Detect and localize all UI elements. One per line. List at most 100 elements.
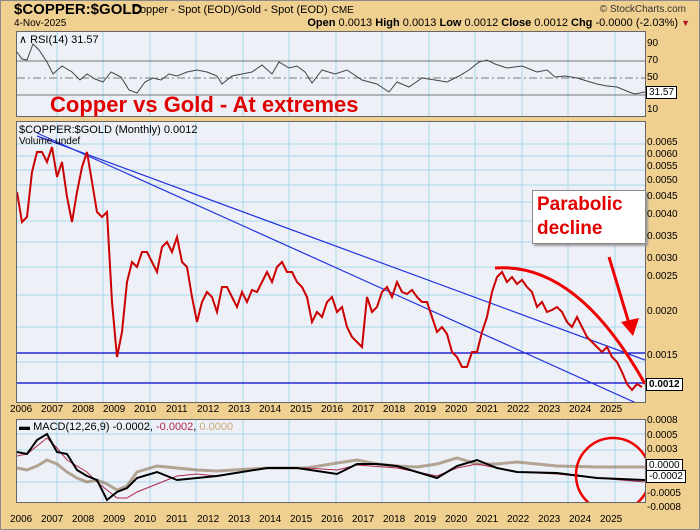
macd-label: MACD(12,26,9)	[33, 421, 110, 433]
symbol-description: Copper - Spot (EOD)/Gold - Spot (EOD) CME	[132, 4, 354, 16]
rsi-axis-10: 10	[647, 104, 659, 115]
macd-line-icon: ▬	[19, 421, 30, 433]
x-tick: 2014	[259, 404, 282, 415]
x-tick: 2013	[228, 514, 251, 525]
x-tick: 2007	[41, 404, 64, 415]
macd-legend: ▬ MACD(12,26,9) -0.0002, -0.0002, 0.0000	[19, 421, 234, 433]
x-tick: 2017	[352, 514, 375, 525]
x-tick: 2009	[103, 514, 126, 525]
rsi-label: ∧ RSI(14) 31.57	[19, 33, 99, 46]
price-axis-0050: 0.0050	[647, 175, 678, 186]
copyright: © StockCharts.com	[599, 4, 686, 15]
price-axis-0060: 0.0060	[647, 149, 678, 160]
rsi-axis-50: 50	[647, 72, 659, 83]
x-tick: 2023	[538, 404, 561, 415]
open-value: 0.0013	[338, 17, 373, 29]
price-label: $COPPER:$GOLD (Monthly) 0.0012	[19, 124, 198, 136]
price-last-box: 0.0012	[646, 378, 683, 391]
high-value: 0.0013	[402, 17, 437, 29]
callout-line-1: Parabolic	[537, 194, 623, 215]
high-label: High	[375, 17, 400, 29]
price-axis-0015: 0.0015	[647, 350, 678, 361]
x-tick: 2016	[321, 404, 344, 415]
chg-value: -0.0000 (-2.03%)	[595, 17, 679, 29]
volume-label: Volume undef	[19, 136, 80, 147]
macd-value-box: -0.0002	[646, 470, 686, 483]
low-label: Low	[439, 17, 462, 29]
x-tick: 2015	[290, 404, 313, 415]
annotation-title: Copper vs Gold - At extremes	[50, 92, 359, 117]
macd-value: -0.0002	[112, 421, 150, 433]
close-value: 0.0012	[534, 17, 568, 29]
x-tick: 2011	[166, 514, 188, 525]
x-tick: 2024	[569, 514, 592, 525]
x-tick: 2008	[72, 514, 95, 525]
low-value: 0.0012	[464, 17, 499, 29]
x-tick: 2012	[197, 404, 220, 415]
x-tick: 2015	[290, 514, 313, 525]
x-tick: 2007	[41, 514, 64, 525]
macd-hist-value: 0.0000	[199, 421, 234, 433]
chart-date: 4-Nov-2025	[14, 18, 67, 29]
x-tick: 2025	[600, 514, 623, 525]
rsi-axis-90: 90	[647, 38, 659, 49]
x-tick: 2021	[476, 514, 499, 525]
exchange: CME	[331, 5, 354, 16]
x-tick: 2024	[569, 404, 592, 415]
x-tick: 2019	[414, 404, 437, 415]
volume-label-text: Volume undef	[19, 136, 81, 147]
x-tick: 2013	[228, 404, 251, 415]
price-axis-0025: 0.0025	[647, 271, 678, 282]
x-tick: 2009	[103, 404, 126, 415]
macd-axis-0: 0.0008	[647, 415, 678, 426]
x-tick: 2023	[538, 514, 561, 525]
chg-label: Chg	[571, 17, 593, 29]
x-tick: 2021	[476, 404, 499, 415]
rsi-icon: ∧	[19, 34, 28, 46]
down-triangle-icon: ▼	[681, 18, 690, 28]
price-panel[interactable]: $COPPER:$GOLD (Monthly) 0.0012 Volume un…	[16, 121, 646, 403]
close-label: Close	[501, 17, 532, 29]
price-axis-0055: 0.0055	[647, 161, 678, 172]
callout-line-2: decline	[537, 218, 603, 239]
rsi-label-text: RSI(14) 31.57	[30, 34, 99, 46]
open-label: Open	[307, 17, 336, 29]
price-axis-0030: 0.0030	[647, 253, 678, 264]
x-tick: 2019	[414, 514, 437, 525]
x-tick: 2008	[72, 404, 95, 415]
price-plot	[17, 122, 645, 402]
parabolic-decline-callout: Parabolic decline	[532, 190, 646, 244]
rsi-axis-70: 70	[647, 55, 659, 66]
price-axis-0040: 0.0040	[647, 209, 678, 220]
macd-axis-1: 0.0005	[647, 430, 678, 441]
ohlc-bar: Open 0.0013 High 0.0013 Low 0.0012 Close…	[307, 17, 690, 29]
price-axis-0045: 0.0045	[647, 191, 678, 202]
x-axis-bottom: 2006 2007 2008 2009 2010 2011 2012 2013 …	[10, 514, 644, 528]
x-tick: 2022	[507, 514, 530, 525]
rsi-value-box: 31.57	[646, 86, 678, 99]
x-tick: 2025	[600, 404, 623, 415]
x-tick: 2010	[134, 404, 157, 415]
x-tick: 2006	[10, 514, 33, 525]
rsi-plot	[17, 32, 645, 116]
x-tick: 2018	[383, 514, 406, 525]
x-tick: 2020	[445, 514, 468, 525]
x-tick: 2020	[445, 404, 468, 415]
macd-plot	[17, 420, 645, 502]
x-tick: 2014	[259, 514, 282, 525]
description-text: Copper - Spot (EOD)/Gold - Spot (EOD)	[132, 4, 328, 16]
x-tick: 2016	[321, 514, 344, 525]
macd-axis-2: 0.0003	[647, 444, 678, 455]
macd-panel[interactable]: ▬ MACD(12,26,9) -0.0002, -0.0002, 0.0000	[16, 419, 646, 503]
macd-signal-value: -0.0002	[155, 421, 194, 433]
x-tick: 2017	[352, 404, 375, 415]
macd-axis-6: -0.0008	[647, 502, 681, 513]
price-axis-0020: 0.0020	[647, 306, 678, 317]
symbol-title: $COPPER:$GOLD	[14, 1, 143, 18]
price-axis-0035: 0.0035	[647, 231, 678, 242]
rsi-panel[interactable]: ∧ RSI(14) 31.57	[16, 31, 646, 117]
price-axis-0065: 0.0065	[647, 137, 678, 148]
x-tick: 2022	[507, 404, 530, 415]
macd-axis-5: -0.0005	[647, 488, 681, 499]
x-tick: 2010	[134, 514, 157, 525]
